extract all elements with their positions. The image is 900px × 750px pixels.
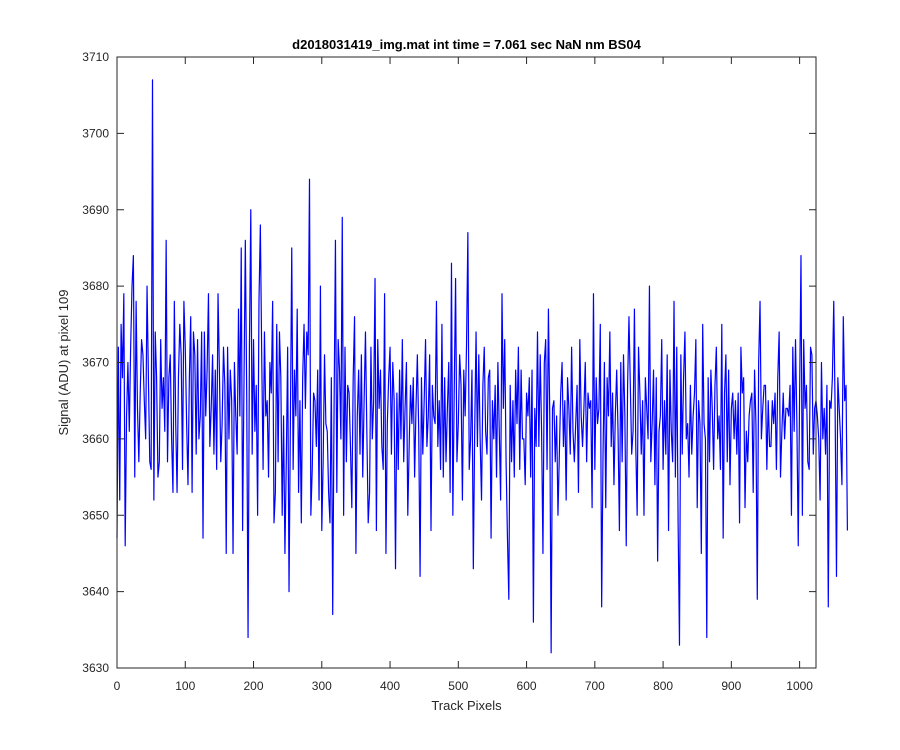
y-tick-label: 3690: [82, 203, 109, 217]
x-tick-label: 600: [517, 679, 537, 693]
x-tick-label: 900: [721, 679, 741, 693]
y-axis-label: Signal (ADU) at pixel 109: [56, 290, 71, 436]
x-tick-label: 0: [114, 679, 121, 693]
y-tick-label: 3630: [82, 661, 109, 675]
y-tick-label: 3660: [82, 432, 109, 446]
y-tick-label: 3680: [82, 279, 109, 293]
chart-title: d2018031419_img.mat int time = 7.061 sec…: [292, 37, 641, 52]
x-axis-label: Track Pixels: [431, 698, 502, 713]
x-tick-label: 500: [448, 679, 468, 693]
x-tick-label: 700: [585, 679, 605, 693]
plot-frame: [116, 56, 817, 669]
series-line-0: [116, 79, 848, 654]
x-tick-label: 100: [175, 679, 195, 693]
y-tick-label: 3650: [82, 508, 109, 522]
x-tick-label: 200: [244, 679, 264, 693]
x-tick-label: 400: [380, 679, 400, 693]
y-tick-label: 3670: [82, 356, 109, 370]
y-tick-label: 3640: [82, 585, 109, 599]
x-tick-label: 300: [312, 679, 332, 693]
series-layer: [116, 79, 848, 654]
y-tick-label: 3700: [82, 126, 109, 140]
x-tick-label: 800: [653, 679, 673, 693]
ticks-layer: 0 100 200 300 400 500 600 700 800 900 1000 3630 3640…: [82, 50, 816, 693]
x-tick-label: 1000: [786, 679, 813, 693]
y-tick-label: 3710: [82, 50, 109, 64]
